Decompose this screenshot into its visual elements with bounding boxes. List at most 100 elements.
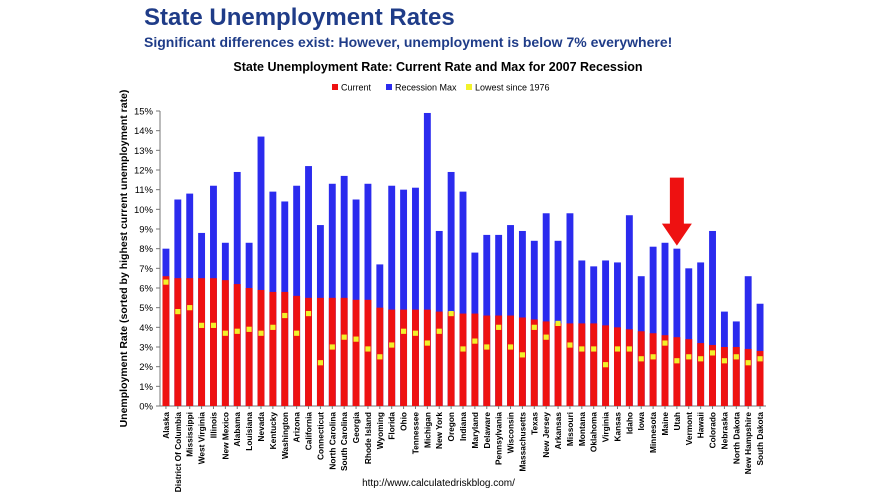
marker-lowest bbox=[198, 322, 205, 328]
x-category-label: Kentucky bbox=[268, 412, 278, 450]
x-category-label: Texas bbox=[529, 412, 539, 435]
x-category-label: Wyoming bbox=[375, 412, 385, 449]
x-category-label: Tennessee bbox=[410, 412, 420, 455]
legend-swatch bbox=[466, 84, 472, 90]
x-category-label: Hawaii bbox=[696, 412, 706, 438]
bar-current bbox=[400, 309, 408, 406]
bar-current bbox=[518, 317, 526, 406]
marker-lowest bbox=[602, 362, 609, 368]
marker-lowest bbox=[460, 346, 466, 352]
bar-current bbox=[412, 309, 419, 406]
y-tick-label: 13% bbox=[134, 146, 154, 157]
x-category-label: New Mexico bbox=[220, 412, 230, 460]
legend-label: Recession Max bbox=[395, 83, 457, 93]
x-category-label: Virginia bbox=[601, 412, 611, 443]
y-tick-label: 0% bbox=[139, 402, 153, 413]
x-category-label: Rhode Island bbox=[363, 412, 373, 464]
marker-lowest bbox=[650, 354, 656, 360]
marker-lowest bbox=[294, 330, 300, 336]
marker-lowest bbox=[210, 322, 217, 328]
x-category-label: Florida bbox=[387, 412, 397, 440]
bar-current bbox=[352, 299, 360, 406]
x-category-label: Louisiana bbox=[244, 412, 254, 451]
bar-recession-max bbox=[340, 175, 348, 406]
bar-current bbox=[210, 278, 217, 406]
bar-recession-max bbox=[744, 276, 752, 406]
marker-lowest bbox=[246, 326, 252, 332]
bar-recession-max bbox=[328, 183, 336, 406]
bar-current bbox=[495, 315, 503, 406]
marker-lowest bbox=[234, 328, 240, 334]
bar-current bbox=[578, 323, 586, 406]
marker-lowest bbox=[365, 346, 371, 352]
y-tick-label: 1% bbox=[139, 382, 153, 393]
x-category-label: California bbox=[304, 412, 314, 451]
marker-lowest bbox=[377, 354, 383, 360]
legend-label: Lowest since 1976 bbox=[475, 83, 550, 93]
marker-lowest bbox=[341, 334, 347, 340]
bar-recession-max bbox=[447, 171, 455, 406]
marker-lowest bbox=[733, 354, 739, 360]
bar-current bbox=[328, 297, 336, 406]
x-category-label: Utah bbox=[672, 412, 682, 430]
bar-recession-max bbox=[661, 242, 669, 406]
x-category-label: Maine bbox=[660, 412, 670, 436]
marker-lowest bbox=[448, 310, 454, 317]
x-category-label: New Jersey bbox=[541, 412, 551, 458]
marker-lowest bbox=[662, 340, 668, 346]
bar-recession-max bbox=[412, 187, 419, 406]
y-tick-label: 3% bbox=[139, 343, 153, 354]
x-category-label: New Hampshire bbox=[743, 412, 753, 475]
marker-lowest bbox=[400, 328, 407, 334]
y-tick-label: 4% bbox=[139, 323, 153, 334]
x-category-label: Delaware bbox=[482, 412, 492, 449]
bar-recession-max bbox=[388, 185, 396, 406]
x-category-label: Wisconsin bbox=[506, 412, 516, 453]
bar-recession-max bbox=[709, 230, 716, 406]
chart-title: State Unemployment Rate: Current Rate an… bbox=[233, 60, 642, 74]
y-tick-label: 10% bbox=[134, 205, 154, 216]
marker-lowest bbox=[638, 356, 644, 362]
y-tick-label: 12% bbox=[134, 166, 154, 177]
slide-title: State Unemployment Rates bbox=[144, 4, 455, 31]
legend-swatch bbox=[386, 84, 392, 90]
bar-current bbox=[709, 345, 716, 406]
bar-recession-max bbox=[400, 189, 408, 406]
x-category-label: Maryland bbox=[470, 412, 480, 448]
x-category-label: Arizona bbox=[292, 412, 302, 443]
marker-lowest bbox=[282, 312, 288, 319]
x-category-label: Minnesota bbox=[648, 412, 658, 453]
bar-current bbox=[423, 309, 431, 406]
marker-lowest bbox=[389, 342, 395, 348]
x-category-label: Massachusetts bbox=[517, 412, 527, 472]
x-category-label: Georgia bbox=[351, 412, 361, 444]
x-category-label: North Carolina bbox=[327, 412, 337, 470]
bar-current bbox=[305, 297, 312, 406]
marker-lowest bbox=[745, 360, 751, 366]
marker-lowest bbox=[757, 356, 763, 362]
bar-current bbox=[566, 323, 574, 406]
highlight-arrow bbox=[661, 177, 692, 246]
bar-current bbox=[507, 315, 514, 406]
bar-current bbox=[685, 339, 693, 406]
bar-current bbox=[661, 335, 669, 406]
bar-current bbox=[590, 323, 598, 406]
slide-subtitle: Significant differences exist: However, … bbox=[144, 34, 673, 50]
x-category-label: District Of Columbia bbox=[173, 412, 183, 493]
y-tick-label: 8% bbox=[139, 244, 153, 255]
marker-lowest bbox=[698, 356, 704, 362]
bar-current bbox=[281, 291, 289, 406]
marker-lowest bbox=[305, 310, 312, 317]
x-category-label: West Virginia bbox=[197, 412, 207, 465]
bar-current bbox=[388, 309, 396, 406]
bar-recession-max bbox=[364, 183, 372, 406]
bar-current bbox=[293, 295, 301, 406]
marker-lowest bbox=[579, 346, 585, 352]
bar-recession-max bbox=[649, 246, 657, 406]
marker-lowest bbox=[555, 320, 561, 326]
x-category-label: Montana bbox=[577, 412, 587, 446]
bar-recession-max bbox=[257, 136, 265, 407]
y-tick-label: 15% bbox=[134, 107, 154, 118]
bar-current bbox=[257, 289, 265, 406]
y-tick-label: 2% bbox=[139, 362, 153, 373]
